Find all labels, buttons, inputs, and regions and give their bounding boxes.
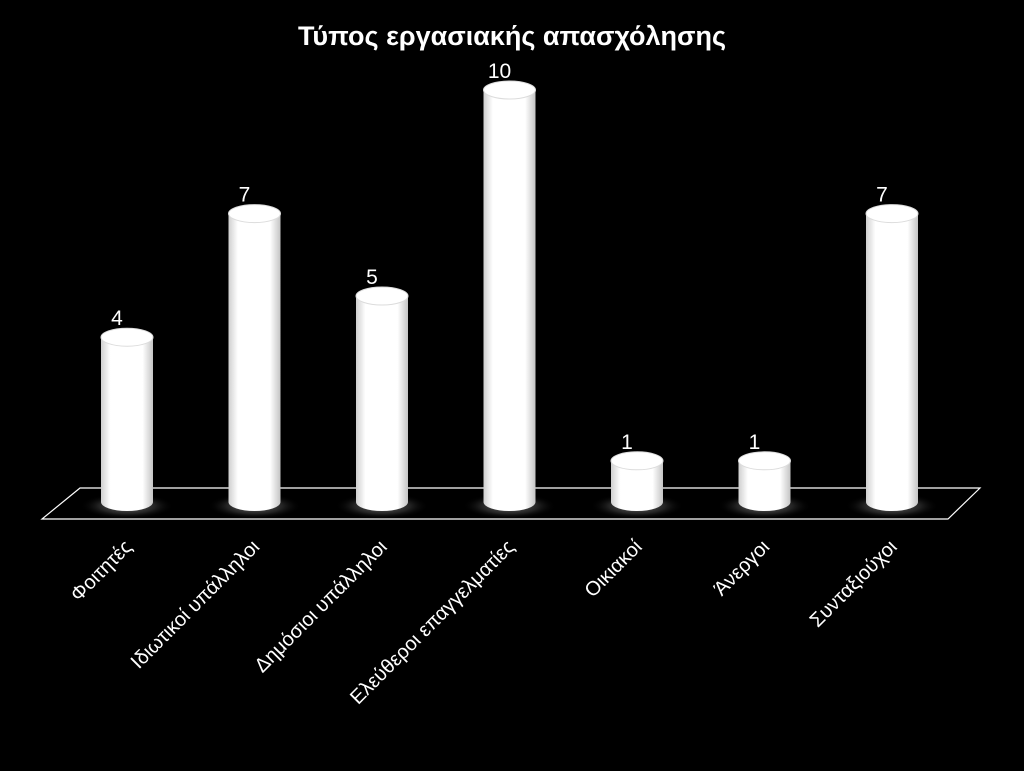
bar [866, 213, 918, 511]
category-label: Οικιακοί [581, 536, 647, 602]
category-label: Φοιτητές [67, 536, 137, 606]
bar [483, 90, 536, 511]
data-label: 1 [621, 431, 633, 454]
data-label: 7 [876, 184, 888, 207]
bar-top [483, 80, 536, 100]
chart-floor [40, 487, 982, 520]
category-label: Συνταξιούχοι [806, 536, 902, 632]
bar [738, 460, 791, 511]
data-label: 1 [749, 431, 761, 454]
category-label: Άνεργοι [710, 536, 774, 600]
category-label: Δημόσιοι υπάλληλοι [251, 536, 392, 677]
bar-top [355, 286, 409, 306]
bar-top [228, 204, 281, 224]
value-labels-group: 4 7 5 10 1 1 7 [111, 60, 888, 454]
bar [101, 337, 153, 511]
bar [356, 296, 408, 511]
bar-top [865, 204, 919, 224]
bar-top [610, 451, 664, 471]
data-label: 10 [488, 60, 511, 83]
data-label: 5 [366, 266, 378, 289]
data-label: 4 [111, 307, 123, 330]
chart-title: Τύπος εργασιακής απασχόλησης [298, 21, 726, 51]
bar-top [738, 451, 791, 471]
bar [611, 460, 663, 511]
bars-group [80, 80, 939, 519]
bar-top [100, 327, 154, 347]
bar [228, 213, 281, 511]
data-label: 7 [239, 184, 251, 207]
category-label: Ιδιωτικοί υπάλληλοι [127, 536, 264, 673]
